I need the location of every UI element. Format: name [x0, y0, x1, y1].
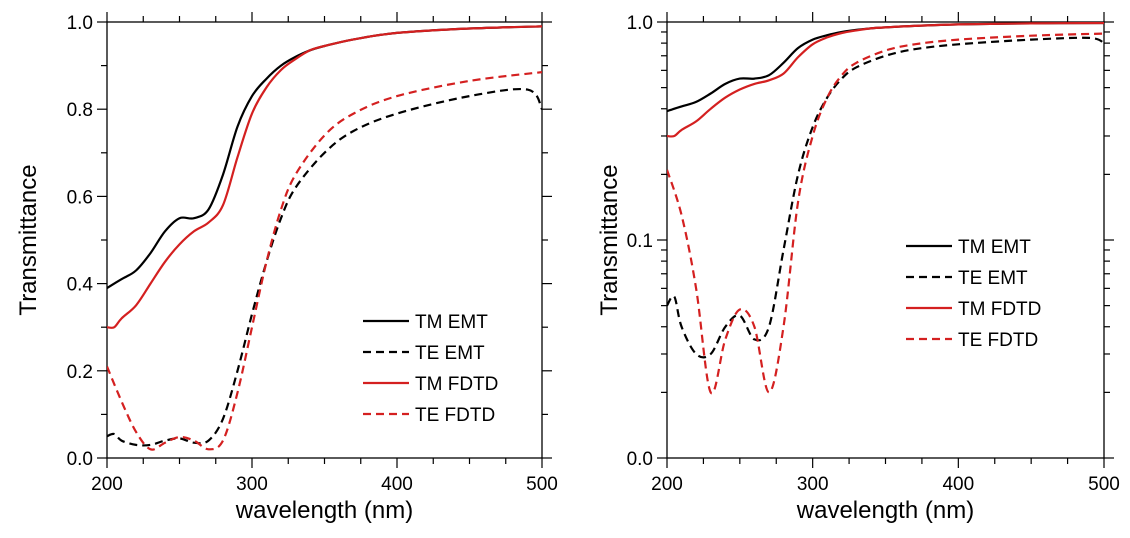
series-line-te-fdtd: [107, 71, 542, 451]
y-tick-label: 0.8: [67, 100, 93, 121]
x-tick-label: 300: [236, 474, 268, 495]
x-tick-label: 400: [381, 474, 413, 495]
legend-label: TM EMT: [958, 237, 1031, 258]
y-tick-label: 0.6: [67, 187, 93, 208]
legend-label: TM EMT: [415, 312, 488, 333]
plot-frame: [666, 21, 1105, 459]
x-axis-title: wavelength (nm): [235, 497, 413, 524]
y-tick-label: 1.0: [627, 13, 653, 34]
x-tick-label: 300: [797, 474, 829, 495]
series-line-tm-fdtd: [667, 22, 1104, 138]
series-line-te-emt: [667, 36, 1104, 359]
series-line-tm-emt: [667, 22, 1104, 113]
legend-label: TE EMT: [415, 343, 485, 364]
y-tick-label: 0.1: [627, 231, 653, 252]
y-axis-title: Transmittance: [15, 164, 42, 315]
x-tick-label: 500: [526, 474, 558, 495]
x-axis-title: wavelength (nm): [796, 497, 974, 524]
x-tick-label: 200: [91, 474, 123, 495]
chart-linear: 200 300 400 500 0.0 0.2 0.4 0.6 0.8 1.0 wavelength…: [15, 12, 558, 524]
legend-label: TE FDTD: [958, 330, 1038, 351]
x-tick-label: 500: [1088, 474, 1120, 495]
series-line-te-fdtd: [667, 32, 1104, 395]
y-axis-title: Transmittance: [596, 164, 623, 315]
chart-log: 200 300 400 500 0.0 0.1 1.0 wavelength (nm) Tran…: [596, 12, 1120, 524]
x-tick-label: 200: [651, 474, 683, 495]
series-line-te-emt: [107, 87, 542, 447]
x-tick-label: 400: [942, 474, 974, 495]
y-tick-label: 0.2: [67, 362, 93, 383]
y-tick-label: 0.4: [67, 275, 94, 296]
y-tick-label: 0.0: [67, 449, 93, 470]
series-line-tm-fdtd: [107, 25, 542, 329]
legend-label: TM FDTD: [415, 374, 498, 395]
y-tick-label: 0.0: [627, 449, 653, 470]
series-line-tm-emt: [107, 25, 542, 289]
legend-label: TE FDTD: [415, 405, 495, 426]
legend-label: TE EMT: [958, 268, 1028, 289]
legend-label: TM FDTD: [958, 299, 1041, 320]
y-tick-label: 1.0: [67, 13, 93, 34]
